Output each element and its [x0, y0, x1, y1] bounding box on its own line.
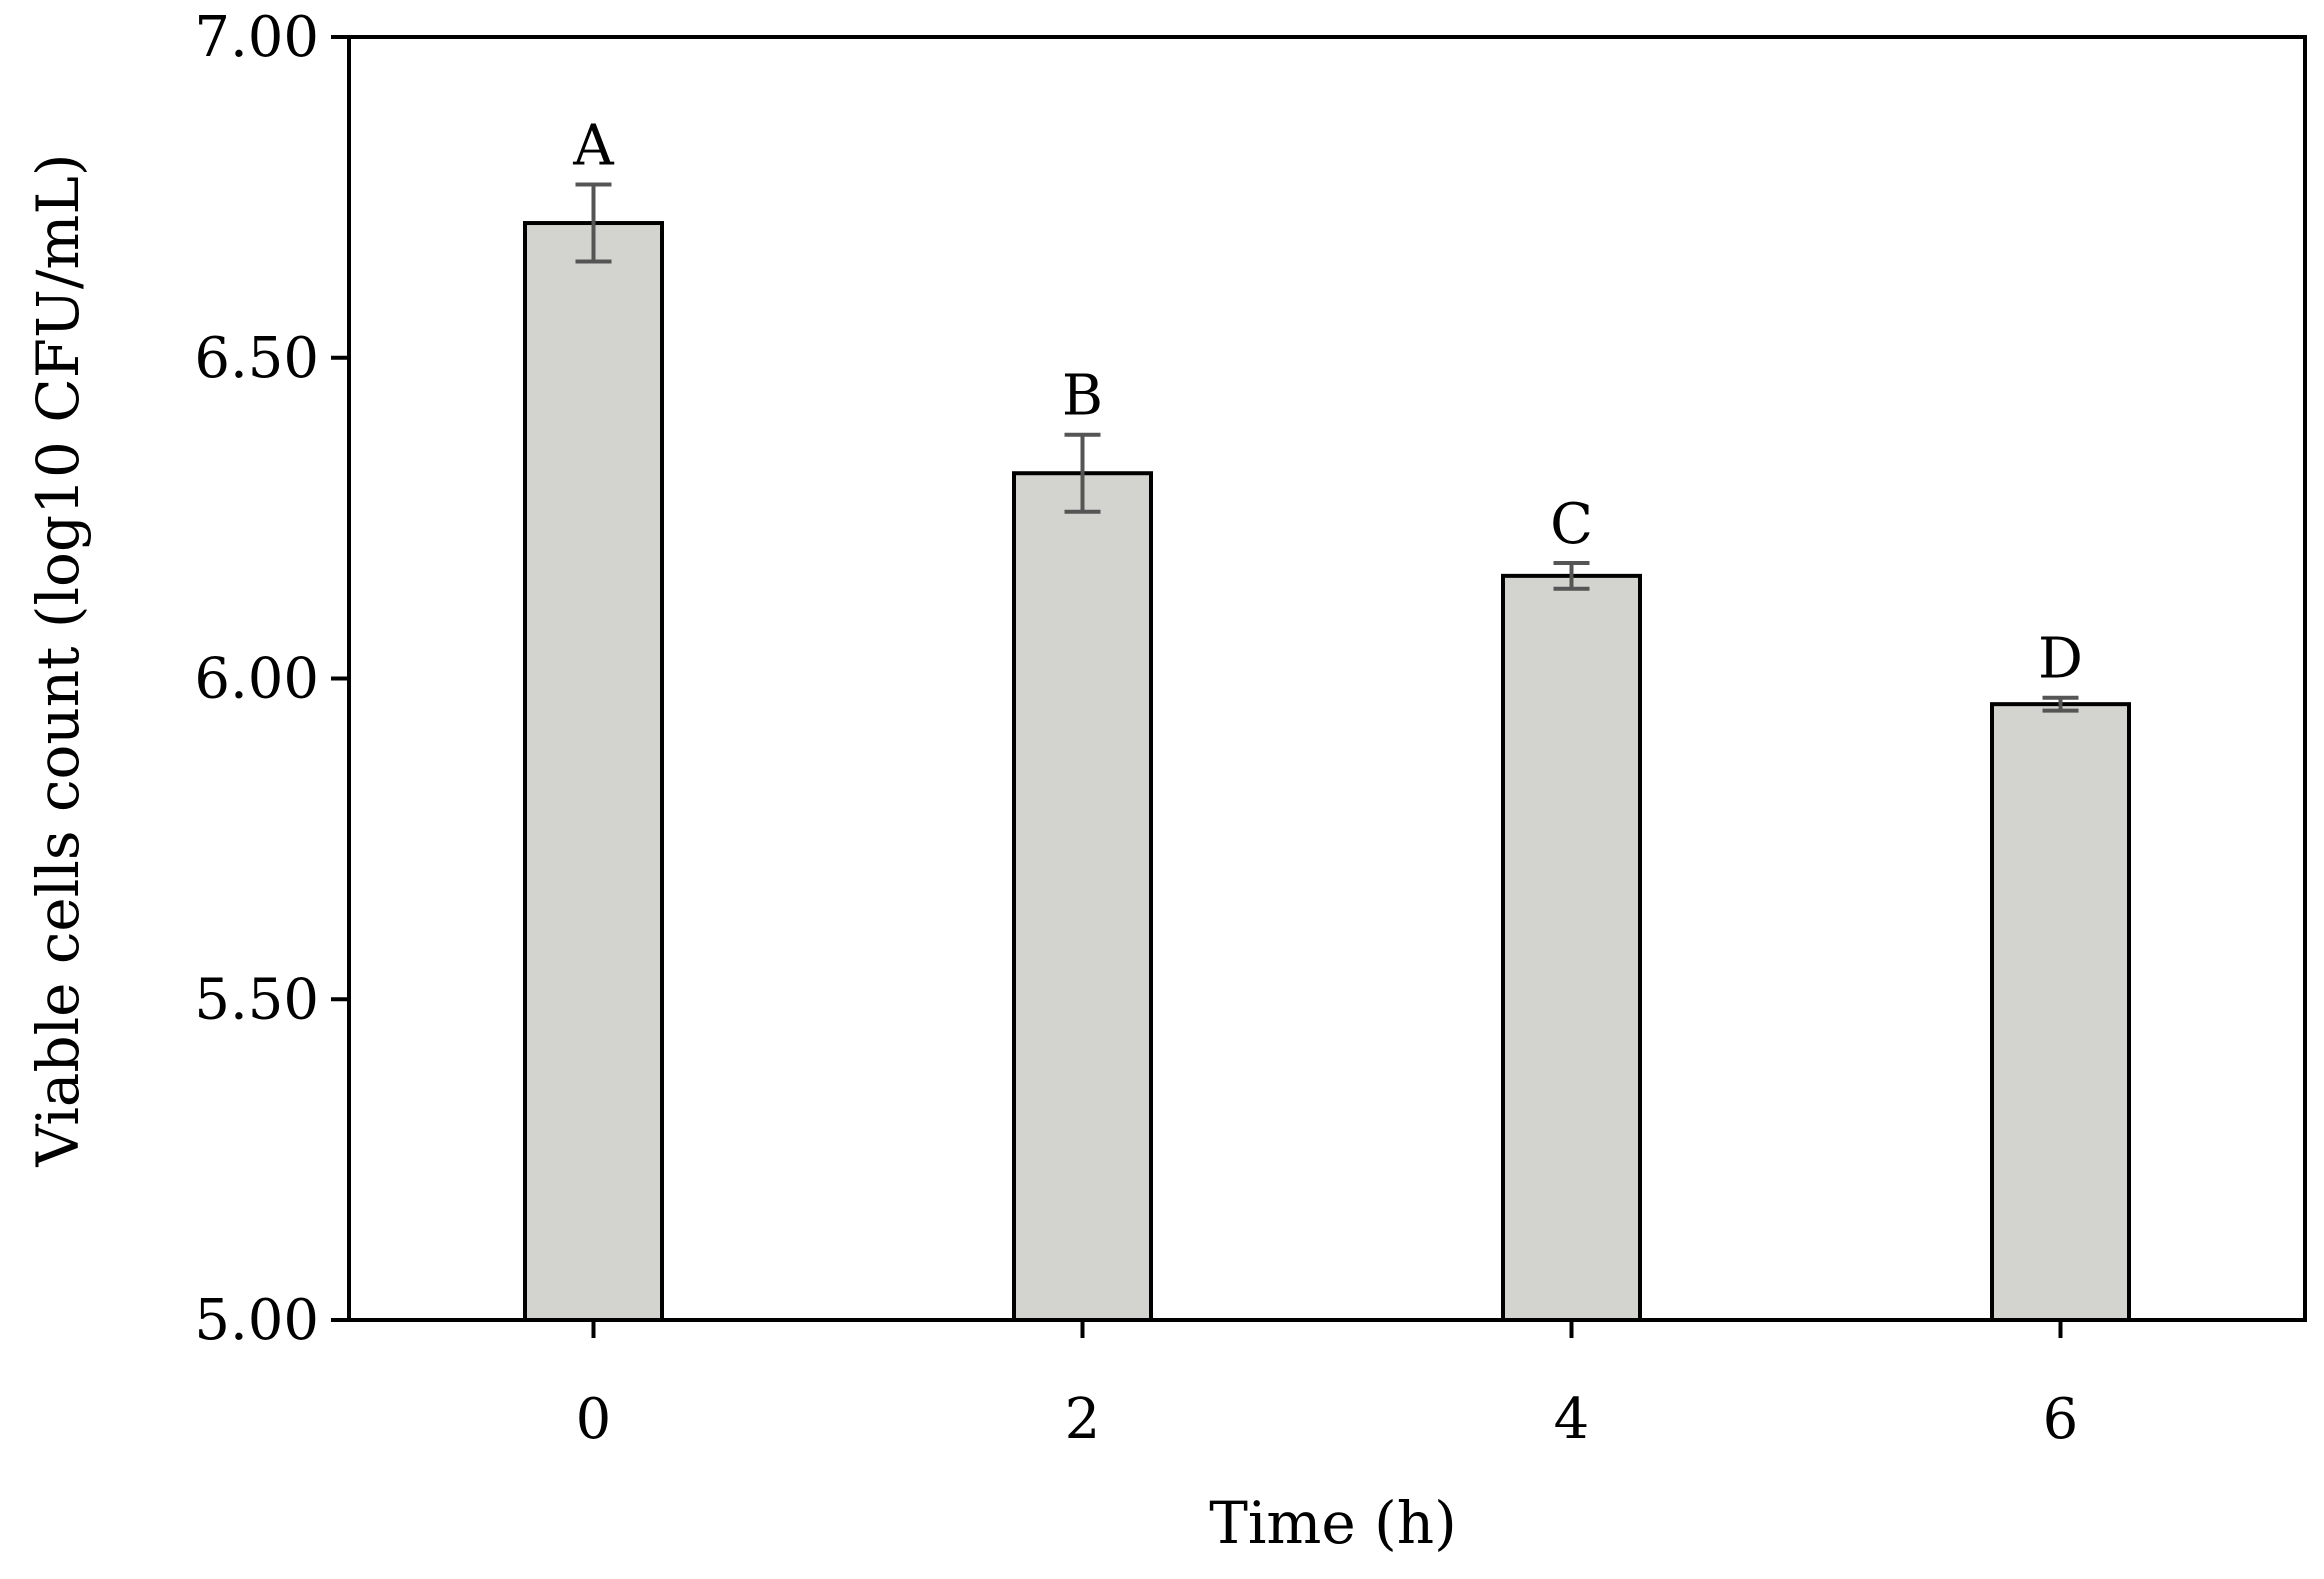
significance-label-0: A: [572, 114, 614, 179]
bar-6: [1990, 702, 2131, 1322]
significance-label-4: C: [1550, 492, 1593, 557]
significance-label-2: B: [1062, 364, 1103, 429]
x-axis-title: Time (h): [1209, 1489, 1457, 1557]
bar-2: [1012, 471, 1153, 1323]
x-tick-label-6: 6: [2043, 1387, 2079, 1452]
x-tick-label-2: 2: [1065, 1387, 1101, 1452]
y-tick-label: 7.00: [194, 5, 319, 70]
y-tick-label: 6.00: [194, 647, 319, 712]
y-tick-label: 5.00: [194, 1288, 319, 1353]
x-tick-label-0: 0: [576, 1387, 612, 1452]
y-tick-label: 5.50: [194, 967, 319, 1032]
significance-label-6: D: [2038, 627, 2083, 692]
y-axis-title: Viable cells count (log10 CFU/mL): [24, 153, 92, 1167]
y-tick-label: 6.50: [194, 326, 319, 391]
bar-4: [1501, 573, 1642, 1322]
plot-area: 5.00 5.50 6.00 6.50 7.00 A 0 B 2 C 4 D 6: [194, 5, 2307, 1452]
x-tick-label-4: 4: [1554, 1387, 1590, 1452]
bar-0: [523, 221, 664, 1322]
